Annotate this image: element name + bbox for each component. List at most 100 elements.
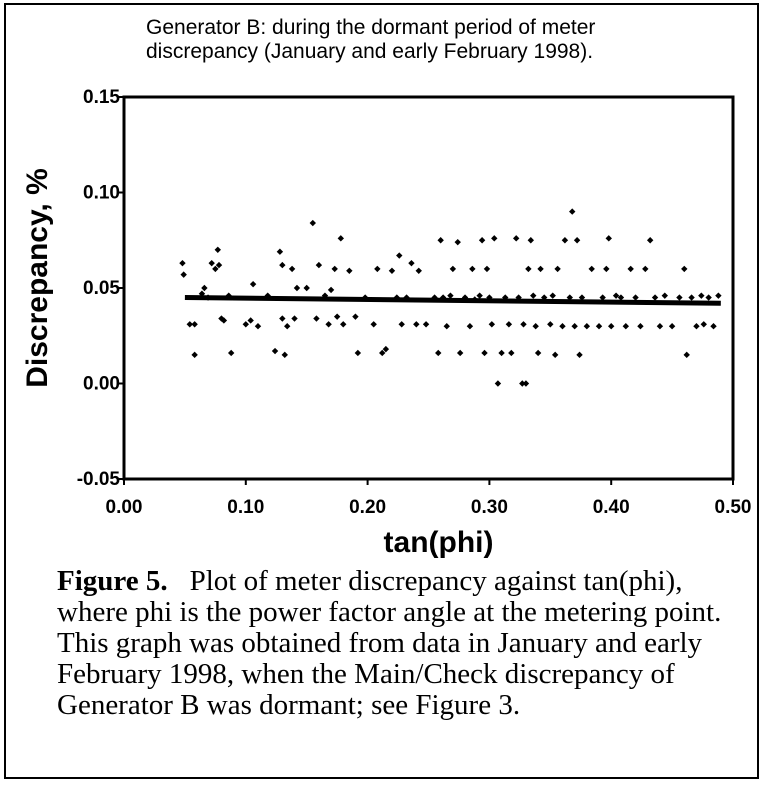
- data-point: [279, 315, 286, 322]
- data-point: [505, 321, 513, 328]
- data-point: [547, 321, 554, 328]
- data-point: [488, 321, 496, 328]
- data-point: [566, 294, 573, 301]
- y-tick-label: 0.15: [83, 87, 120, 108]
- data-point: [525, 265, 532, 273]
- x-tick-label: 0.10: [227, 497, 264, 518]
- data-point: [325, 321, 332, 328]
- data-point: [215, 261, 223, 269]
- data-point: [201, 284, 208, 292]
- data-point: [569, 208, 576, 215]
- plot-area-border: [122, 95, 735, 481]
- data-point: [443, 323, 450, 330]
- data-point: [632, 294, 639, 301]
- data-point: [469, 265, 476, 273]
- data-point: [683, 351, 690, 359]
- data-point: [627, 265, 634, 273]
- data-point: [279, 261, 286, 269]
- data-point: [651, 294, 659, 301]
- y-tick-label: -0.05: [77, 469, 121, 490]
- data-point: [454, 238, 461, 246]
- data-point: [191, 351, 198, 359]
- data-point: [337, 235, 345, 242]
- y-tick-label: 0.00: [83, 374, 120, 395]
- data-point: [661, 292, 668, 299]
- caption-text: Plot of meter discrepancy against tan(ph…: [57, 565, 722, 721]
- y-axis-label: Discrepancy, %: [21, 168, 54, 388]
- data-point: [218, 315, 225, 322]
- data-point: [622, 323, 630, 330]
- x-tick-label: 0.30: [471, 497, 508, 518]
- data-point: [715, 292, 722, 299]
- data-point: [413, 321, 420, 328]
- caption-label: Figure 5.: [57, 565, 168, 597]
- data-point: [388, 267, 396, 275]
- data-point: [508, 349, 515, 357]
- x-tick-label: 0.20: [349, 497, 386, 518]
- data-point: [646, 237, 654, 244]
- data-point: [191, 321, 198, 328]
- data-point: [612, 292, 620, 299]
- data-point: [681, 265, 688, 273]
- data-point: [447, 292, 454, 299]
- data-point: [705, 294, 712, 301]
- data-point: [549, 292, 556, 299]
- data-point: [476, 292, 483, 299]
- data-point: [315, 261, 323, 269]
- data-point: [688, 294, 695, 301]
- y-tick-label: 0.05: [83, 278, 120, 299]
- data-point: [227, 349, 235, 357]
- data-point: [571, 323, 578, 330]
- data-point: [293, 284, 301, 292]
- data-point: [583, 323, 591, 330]
- data-point: [291, 315, 298, 322]
- data-point: [519, 380, 526, 387]
- data-point: [254, 323, 262, 330]
- data-point: [512, 235, 520, 242]
- data-point: [333, 313, 341, 320]
- data-point: [354, 349, 362, 357]
- chart-title: Generator B: during the dormant period o…: [146, 16, 596, 63]
- trend-line: [184, 295, 721, 306]
- data-point: [551, 351, 559, 359]
- data-point: [382, 345, 390, 353]
- data-point: [576, 351, 583, 359]
- data-point: [527, 237, 535, 244]
- data-point: [605, 235, 612, 242]
- data-point: [466, 323, 474, 330]
- data-point: [242, 321, 249, 328]
- data-point: [700, 321, 707, 328]
- data-point: [520, 321, 527, 328]
- x-tick-label: 0.50: [715, 497, 752, 518]
- data-point: [303, 284, 310, 292]
- data-point: [220, 317, 228, 324]
- data-point: [710, 323, 717, 330]
- data-point: [281, 351, 288, 359]
- data-point: [214, 246, 221, 253]
- data-point: [396, 252, 403, 259]
- data-point: [642, 265, 649, 273]
- data-point: [449, 265, 457, 273]
- data-point: [398, 321, 405, 328]
- x-tick-label: 0.00: [106, 497, 143, 518]
- data-point: [617, 294, 625, 301]
- data-point: [494, 380, 502, 387]
- data-point: [180, 271, 187, 278]
- data-point: [352, 313, 359, 320]
- data-point: [595, 323, 603, 330]
- data-point: [331, 265, 338, 273]
- data-point: [603, 265, 610, 273]
- data-point: [588, 265, 595, 273]
- data-point: [249, 280, 257, 288]
- x-tick-label: 0.40: [593, 497, 630, 518]
- data-point: [559, 323, 566, 330]
- x-axis-label: tan(phi): [384, 526, 494, 559]
- data-point: [370, 321, 377, 328]
- figure-caption: Figure 5. Plot of meter discrepancy again…: [57, 566, 747, 721]
- data-point: [408, 259, 415, 267]
- data-point: [537, 265, 544, 273]
- data-point: [656, 323, 664, 330]
- data-point: [340, 321, 347, 328]
- data-point: [327, 286, 335, 294]
